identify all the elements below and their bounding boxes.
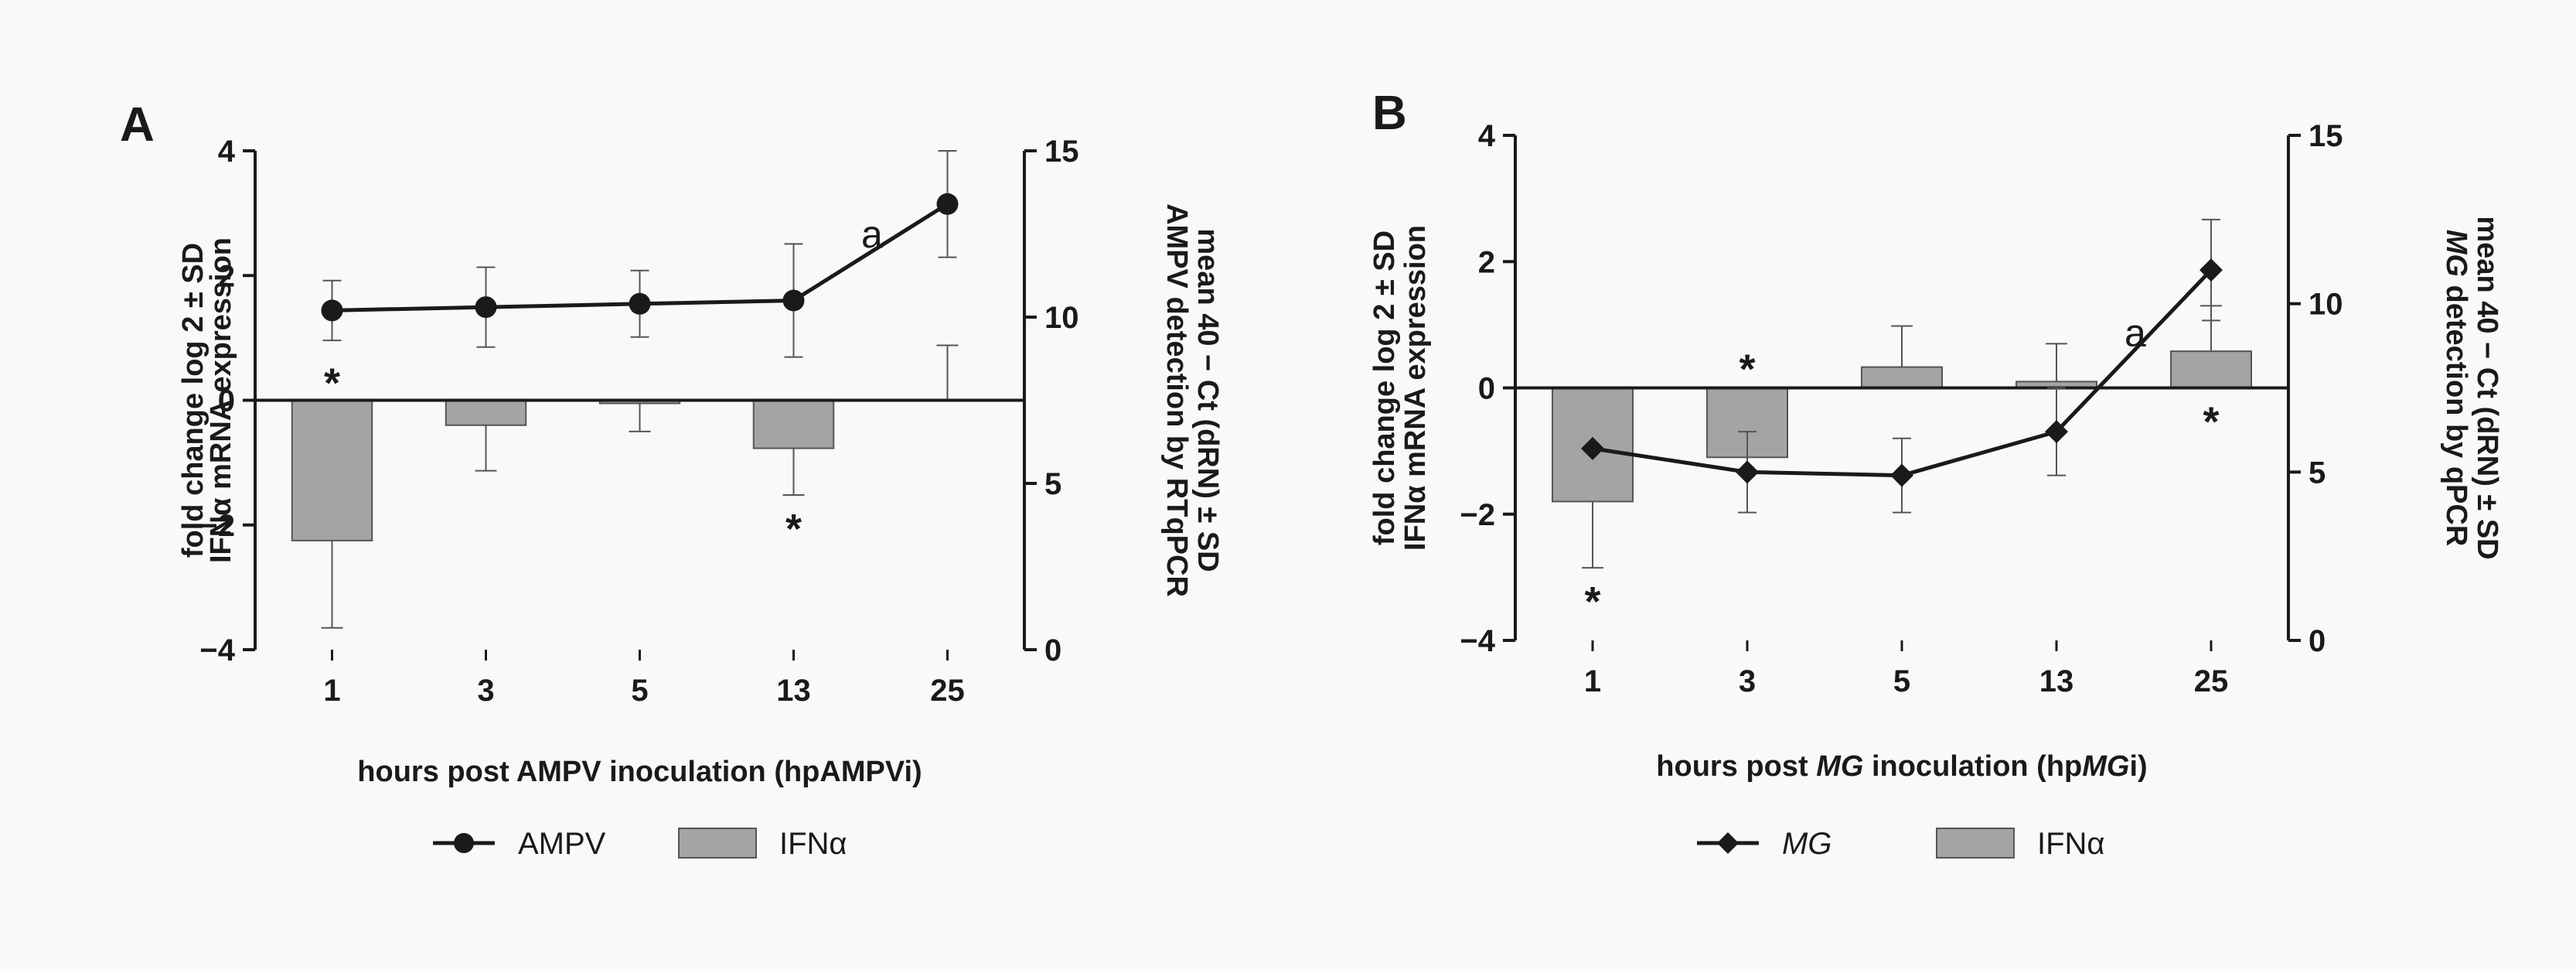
marker-circle: [475, 296, 497, 319]
legend-bar-swatch: [678, 828, 757, 859]
legend-marker-diamond: [1717, 832, 1739, 854]
bar-ifna: [445, 399, 527, 426]
legend-label-line: MG: [1782, 827, 1831, 861]
left-tick-label: −2: [1460, 498, 1495, 532]
marker-circle: [321, 299, 343, 322]
right-tick-label: 0: [1044, 633, 1061, 667]
left-axis-title-line1: fold change log 2 ± SD: [177, 243, 210, 558]
x-axis-title-part-0: hours post: [1656, 750, 1816, 783]
x-tick-label: 5: [1893, 664, 1910, 698]
legend-label-bar: IFNα: [779, 827, 847, 861]
bar-ifna: [1861, 366, 1943, 389]
right-axis-title-line1-part-1: detection by qPCR: [2440, 277, 2472, 546]
left-tick-label: 0: [1478, 372, 1495, 406]
marker-circle: [936, 193, 959, 215]
right-axis-title-line2: mean 40 − Ct (dRN) ± SD: [1191, 228, 1224, 572]
significance-star: *: [785, 506, 802, 552]
marker-diamond: [1581, 436, 1604, 460]
x-tick-label: 1: [323, 674, 340, 708]
panel-letter: B: [1372, 87, 1407, 140]
left-axis-title-line2: IFNα mRNA expression: [205, 237, 237, 563]
annotation-a: a: [861, 213, 883, 256]
right-axis-title-line1: AMPV detection by RTqPCR: [1160, 203, 1193, 597]
significance-star: *: [1584, 579, 1600, 625]
right-axis-title-line1: MG detection by qPCR: [2440, 230, 2472, 547]
significance-star: *: [324, 360, 340, 407]
right-tick-label: 0: [2309, 624, 2326, 658]
x-axis-title-part-3: MG: [2082, 750, 2129, 783]
left-axis-title-line2: IFNα mRNA expression: [1399, 225, 1432, 551]
marker-diamond: [2045, 420, 2068, 444]
x-axis-title: hours post AMPV inoculation (hpAMPVi): [357, 756, 922, 788]
bar-ifna: [2170, 350, 2252, 389]
left-tick-label: −4: [199, 633, 235, 667]
left-tick-label: 4: [218, 135, 236, 169]
legend-bar-swatch: [1936, 828, 2015, 859]
right-tick-label: 5: [2309, 456, 2326, 490]
right-axis-title-line2-part-0: mean 40 − Ct (dRN) ± SD: [2471, 216, 2503, 559]
x-tick-label: 1: [1584, 664, 1601, 698]
panel-letter: A: [120, 98, 155, 152]
marker-circle: [782, 289, 805, 312]
right-tick-label: 10: [2309, 288, 2343, 322]
bar-ifna: [752, 399, 835, 449]
right-axis-title-line2: mean 40 − Ct (dRN) ± SD: [2471, 216, 2503, 559]
significance-star: *: [2203, 399, 2219, 446]
x-axis-title-part-4: i): [2129, 750, 2147, 783]
marker-diamond: [2199, 258, 2223, 282]
bar-ifna: [291, 399, 373, 541]
right-tick-label: 10: [1044, 301, 1079, 335]
x-tick-label: 25: [930, 674, 965, 708]
marker-diamond: [1890, 463, 1913, 487]
x-axis-title-part-1: MG: [1816, 750, 1863, 783]
legend-label-line: AMPV: [518, 827, 606, 861]
x-tick-label: 25: [2194, 664, 2229, 698]
x-axis-title-part-2: inoculation (hp: [1863, 750, 2082, 783]
x-tick-label: 5: [631, 674, 648, 708]
legend-label-bar: IFNα: [2037, 827, 2105, 861]
right-tick-label: 15: [2309, 119, 2343, 153]
marker-circle: [629, 292, 651, 315]
right-tick-label: 5: [1044, 467, 1061, 501]
annotation-a: a: [2125, 312, 2146, 355]
right-axis-title-line1-part-0: MG: [2440, 230, 2472, 277]
significance-star: *: [1739, 347, 1755, 393]
x-tick-label: 13: [776, 674, 811, 708]
left-tick-label: 0: [218, 384, 235, 418]
x-tick-label: 13: [2039, 664, 2074, 698]
left-tick-label: −2: [199, 509, 235, 543]
right-tick-label: 15: [1044, 135, 1079, 169]
left-tick-label: 2: [218, 259, 235, 293]
left-tick-label: −4: [1460, 624, 1495, 658]
legend-marker-circle: [454, 833, 474, 853]
left-axis-title-line1: fold change log 2 ± SD: [1368, 230, 1401, 545]
x-axis-title: hours post MG inoculation (hpMGi): [1656, 750, 2147, 783]
x-tick-label: 3: [1739, 664, 1756, 698]
left-tick-label: 4: [1478, 119, 1496, 153]
marker-diamond: [1736, 460, 1759, 484]
x-tick-label: 3: [477, 674, 494, 708]
left-tick-label: 2: [1478, 245, 1495, 279]
